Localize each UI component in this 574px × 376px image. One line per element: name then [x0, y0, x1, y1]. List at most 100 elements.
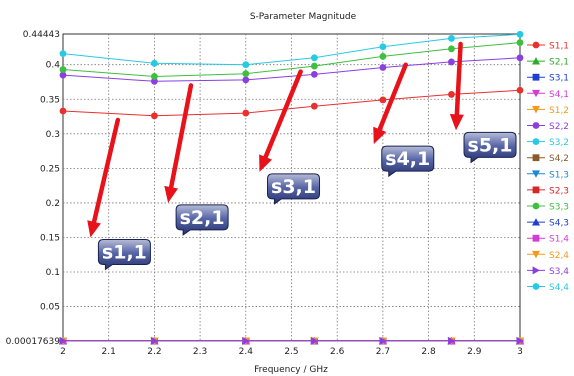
annotation: s4,1: [373, 62, 435, 178]
data-point: [448, 336, 456, 345]
data-point: [379, 64, 387, 71]
x-tick-label: 2: [60, 347, 66, 357]
series-s3-3: [59, 39, 524, 80]
annotation-callout: [175, 204, 229, 236]
series-s3-4: [59, 336, 524, 345]
data-point: [59, 107, 67, 115]
data-point: [151, 59, 158, 67]
annotation: s5,1: [449, 41, 517, 164]
legend-marker: [532, 106, 540, 114]
annotation-arrow-shaft: [263, 69, 303, 160]
data-point: [448, 91, 455, 98]
data-point: [379, 53, 387, 60]
legend-label: S1,2: [549, 106, 569, 116]
series-s2-2: [59, 54, 524, 85]
data-point: [59, 71, 67, 79]
chart-title: S-Parameter Magnitude: [250, 12, 357, 22]
annotation-arrow-shaft: [377, 62, 408, 132]
annotation-label: s1,1: [102, 241, 147, 263]
x-tick-label: 2.7: [376, 347, 390, 357]
data-point: [242, 336, 250, 345]
legend-label: S1,1: [549, 42, 569, 52]
legend-label: S4,2: [549, 154, 569, 164]
series-s4-4: [59, 30, 524, 69]
data-point: [516, 54, 524, 62]
legend-entry: S2,4: [527, 251, 569, 261]
legend-label: S2,4: [549, 251, 569, 261]
legend-entry: S4,1: [527, 90, 569, 100]
y-tick-label: 0.15: [40, 233, 60, 243]
data-point: [59, 50, 67, 58]
legend-entry: S1,3: [527, 170, 569, 180]
legend-entry: S3,2: [527, 138, 569, 148]
legend-label: S1,3: [549, 170, 569, 180]
legend-marker: [532, 89, 540, 98]
annotation-label: s5,1: [468, 134, 513, 156]
data-point: [242, 109, 250, 117]
data-point: [242, 70, 250, 78]
annotation-arrow-head: [164, 185, 179, 203]
annotations: s1,1 s2,1 s3,1 s4,1 s5,1: [87, 41, 517, 271]
annotation: s2,1: [164, 83, 229, 236]
y-tick-label: 0.00017639: [6, 337, 61, 347]
legend-marker: [532, 41, 540, 49]
data-point: [448, 35, 455, 42]
legend-marker: [532, 122, 540, 129]
data-point: [310, 70, 318, 78]
grid: [63, 34, 520, 341]
annotation: s3,1: [259, 69, 321, 205]
y-tick-label: 0.05: [40, 303, 60, 313]
x-tick-label: 3: [517, 347, 523, 357]
x-tick-label: 2.6: [330, 347, 345, 357]
y-tick-label: 0.1: [46, 268, 60, 278]
legend-label: S3,3: [549, 203, 569, 213]
y-tick-label: 0.25: [40, 164, 60, 174]
data-point: [379, 96, 387, 104]
data-point: [379, 336, 387, 345]
legend-marker: [532, 154, 540, 162]
legend-entry: S1,4: [527, 235, 569, 245]
legend-label: S4,1: [549, 90, 569, 100]
x-axis-label: Frequency / GHz: [254, 365, 328, 375]
annotation-callout: [267, 173, 321, 205]
tick-labels: 2 2.1 2.2 2.3 2.4 2.5 2.6 2.7 2.8 2.9 3 0.44443 0.4 0…: [6, 30, 523, 357]
legend-entry: S1,1: [527, 42, 569, 52]
legend-entry: S2,2: [527, 122, 569, 132]
legend-marker: [532, 57, 540, 65]
annotation: s1,1: [87, 117, 151, 271]
data-point: [242, 61, 250, 69]
data-point: [242, 76, 250, 84]
series-s1-1: [59, 86, 524, 120]
x-tick-label: 2.8: [421, 347, 436, 357]
y-tick-label: 0.2: [46, 199, 60, 209]
data-point: [516, 39, 524, 46]
legend-label: S2,2: [549, 122, 569, 132]
y-tick-label: 0.44443: [23, 30, 60, 40]
data-point: [379, 43, 387, 51]
annotation-arrow-shaft: [91, 117, 121, 225]
annotation-label: s2,1: [180, 207, 225, 229]
legend-entry: S2,1: [527, 57, 569, 68]
annotation-label: s4,1: [385, 148, 430, 170]
annotation-callout: [381, 145, 435, 178]
data-point: [516, 86, 524, 94]
annotation-arrow-head: [373, 126, 387, 145]
legend-label: S2,3: [549, 186, 569, 196]
data-point: [151, 112, 158, 120]
x-tick-label: 2.3: [193, 347, 207, 357]
x-tick-label: 2.2: [147, 347, 161, 357]
legend-marker: [532, 234, 540, 242]
legend-marker: [532, 170, 540, 178]
legend-entry: S4,3: [527, 218, 569, 229]
legend-entry: S3,4: [527, 266, 569, 277]
data-point: [448, 45, 455, 53]
legend-label: S3,2: [549, 138, 569, 148]
annotation-callout: [463, 131, 517, 164]
annotation-arrow-head: [259, 154, 273, 172]
legend-marker: [532, 138, 540, 146]
y-tick-label: 0.3: [46, 130, 60, 140]
legend-entry: S4,4: [527, 283, 569, 293]
legend-marker: [532, 186, 540, 194]
data-point: [516, 336, 524, 345]
annotation-arrow-head: [87, 220, 101, 238]
